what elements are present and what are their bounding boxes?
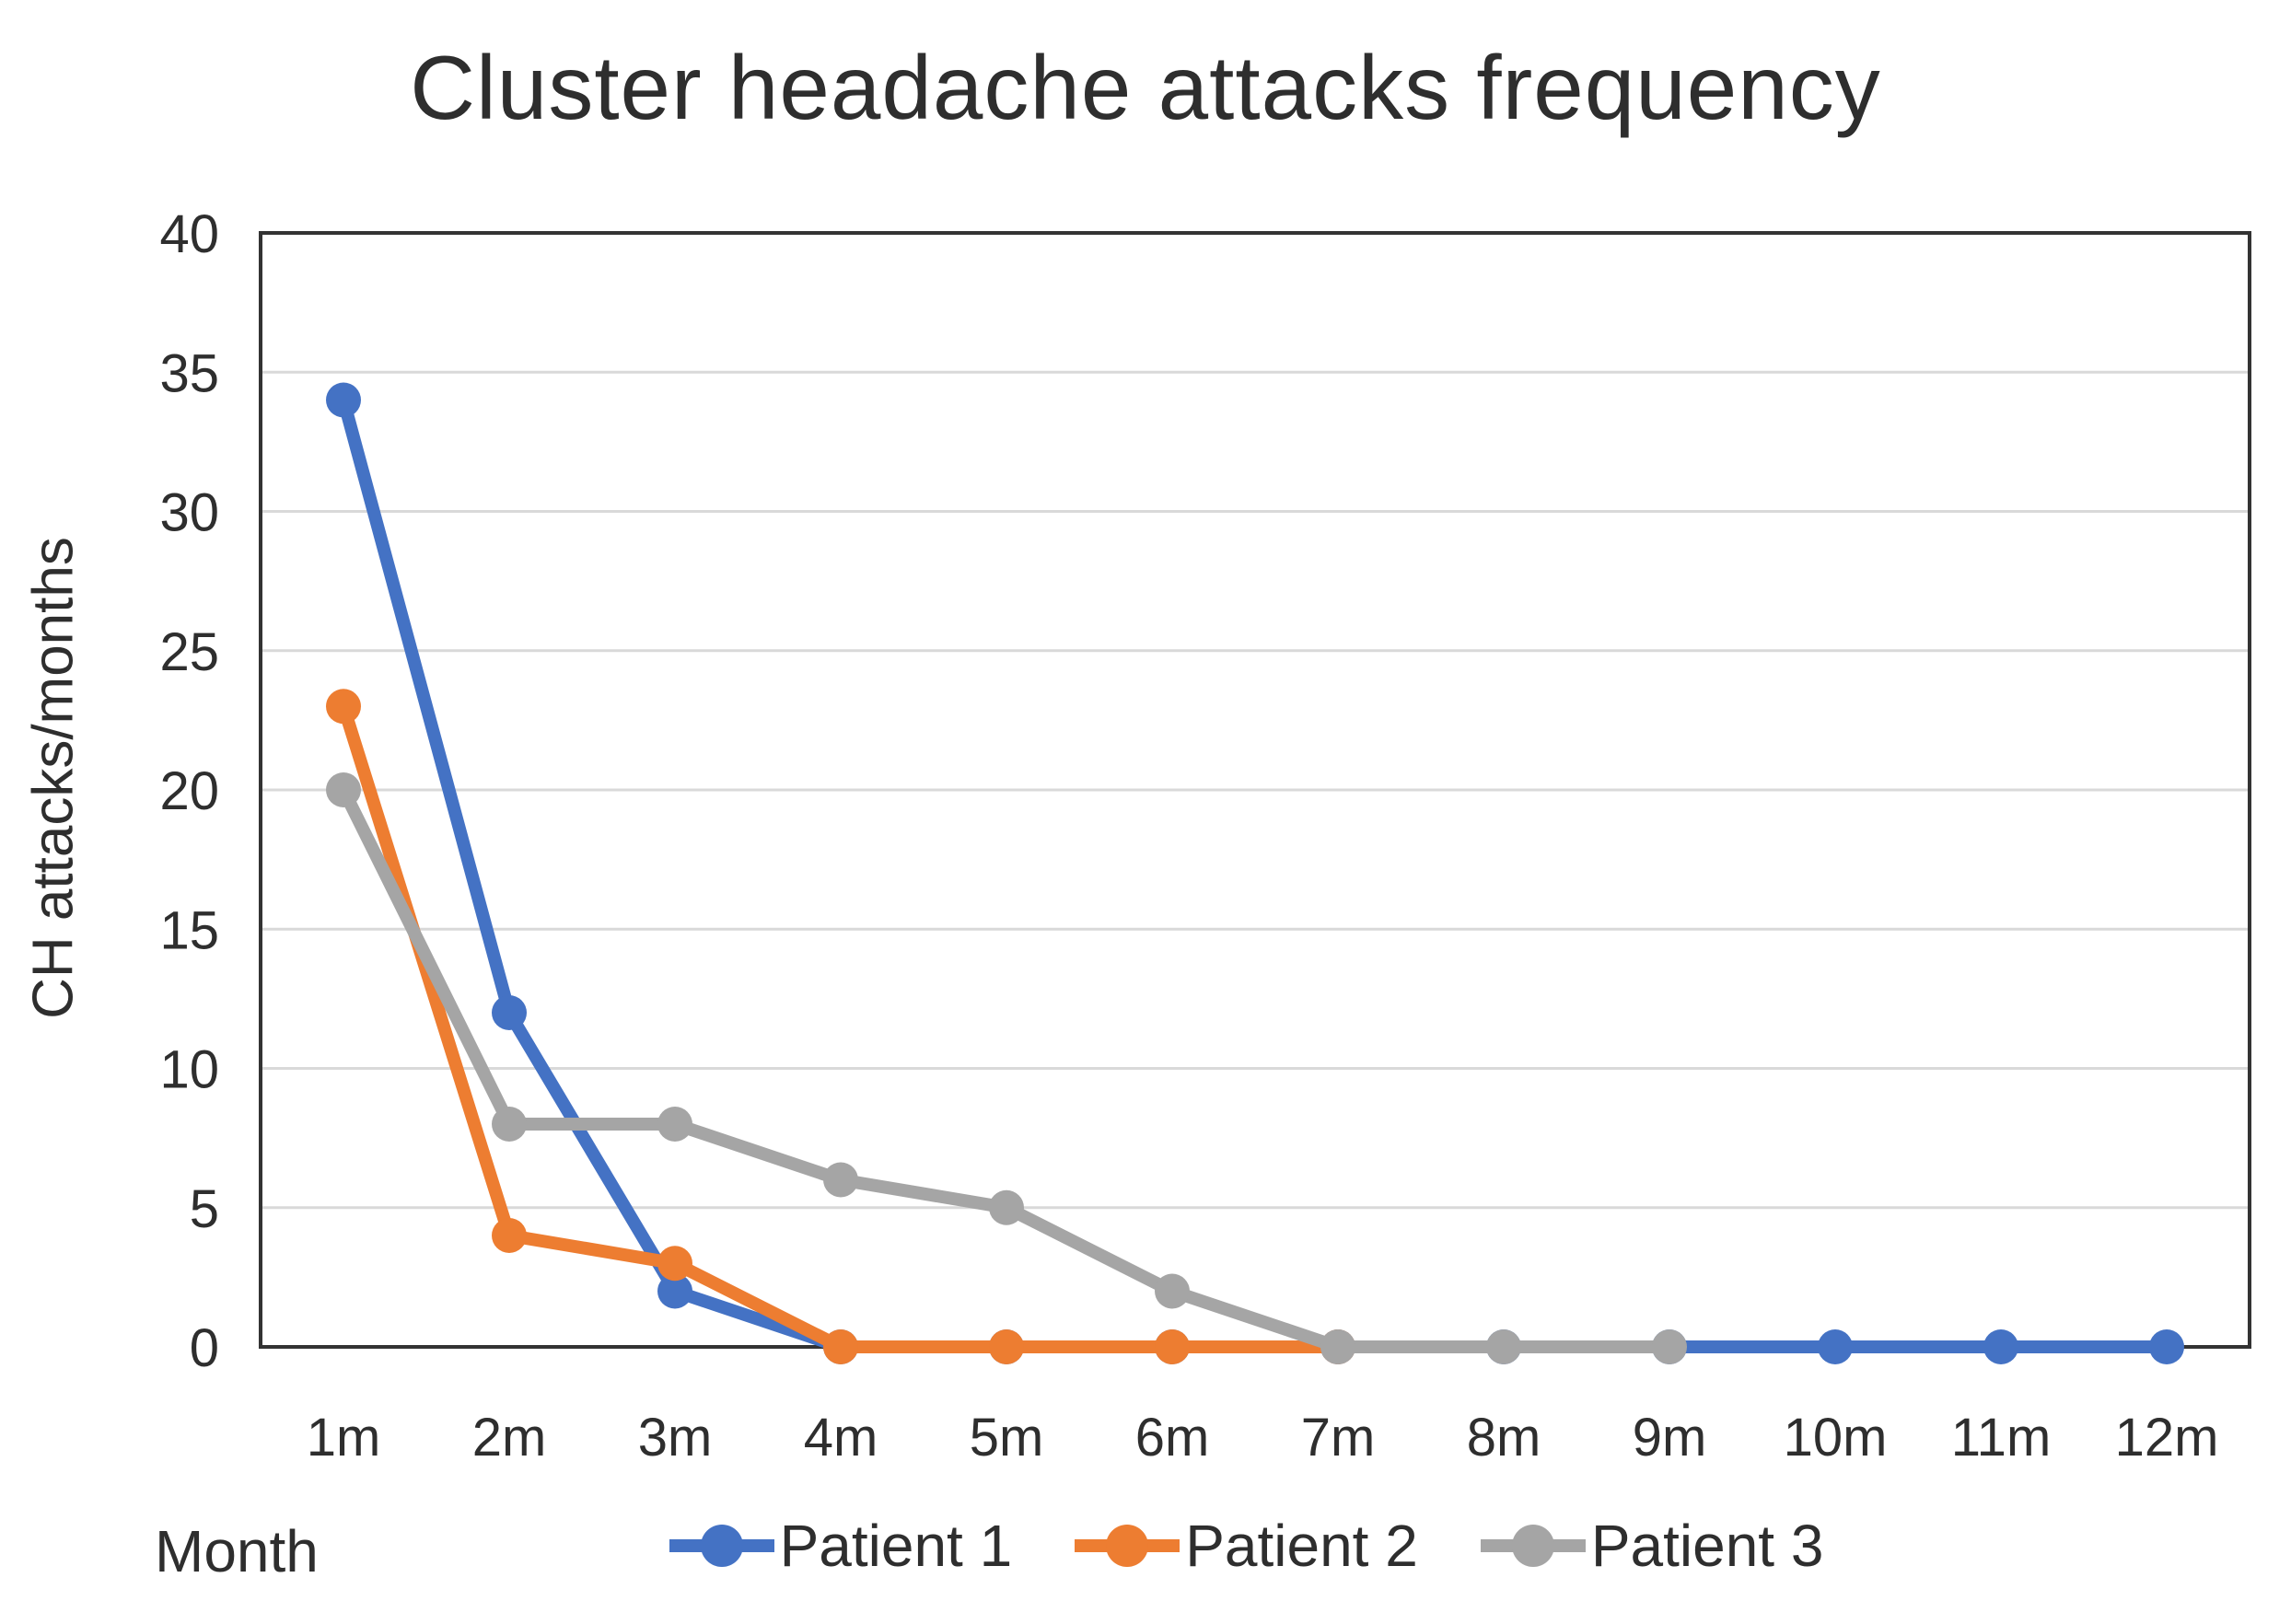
x-tick-label: 8m	[1467, 1408, 1541, 1467]
y-tick-label: 20	[159, 761, 219, 821]
x-tick-label: 6m	[1135, 1408, 1210, 1467]
legend-item-patient-3: Patient 3	[1477, 1512, 1824, 1580]
legend-label: Patient 3	[1590, 1513, 1824, 1579]
data-point-patient-1	[1818, 1329, 1853, 1364]
x-tick-label: 9m	[1633, 1408, 1707, 1467]
data-point-patient-3	[823, 1162, 858, 1198]
data-point-patient-3	[1155, 1273, 1190, 1309]
legend-label: Patient 2	[1185, 1513, 1418, 1579]
data-point-patient-1	[326, 382, 361, 418]
x-tick-label: 12m	[2115, 1408, 2219, 1467]
x-tick-label: 3m	[638, 1408, 713, 1467]
x-axis-title: Month	[155, 1518, 319, 1584]
legend-item-patient-1: Patient 1	[666, 1512, 1013, 1580]
legend-marker-icon	[1480, 1525, 1586, 1567]
data-point-patient-1	[2149, 1329, 2184, 1364]
y-tick-label: 35	[159, 343, 219, 403]
y-tick-label: 30	[159, 483, 219, 543]
data-point-patient-3	[326, 772, 361, 807]
data-point-patient-2	[657, 1246, 692, 1282]
data-point-patient-3	[1320, 1329, 1355, 1364]
legend: Patient 1 Patient 2 Patient 3	[0, 1512, 2291, 1580]
legend-item-patient-2: Patient 2	[1071, 1512, 1418, 1580]
series-line-patient-2	[337, 700, 1344, 1353]
data-point-patient-2	[823, 1329, 858, 1364]
data-point-patient-1	[657, 1273, 692, 1309]
x-tick-label: 5m	[970, 1408, 1044, 1467]
x-tick-label: 2m	[472, 1408, 547, 1467]
y-tick-label: 25	[159, 622, 219, 682]
x-tick-label: 10m	[1784, 1408, 1888, 1467]
data-point-patient-1	[1983, 1329, 2018, 1364]
legend-marker-icon	[1075, 1525, 1180, 1567]
data-point-patient-3	[989, 1189, 1024, 1225]
y-tick-label: 15	[159, 900, 219, 960]
y-tick-label: 0	[190, 1318, 219, 1378]
y-tick-label: 10	[159, 1040, 219, 1100]
data-point-patient-2	[492, 1218, 527, 1253]
y-tick-label: 40	[159, 204, 219, 264]
data-point-patient-3	[492, 1107, 527, 1142]
x-tick-label: 11m	[1951, 1408, 2052, 1467]
data-point-patient-2	[989, 1329, 1024, 1364]
y-tick-label: 5	[190, 1179, 219, 1239]
x-tick-label: 4m	[804, 1408, 878, 1467]
legend-label: Patient 1	[779, 1513, 1013, 1579]
chart-title: Cluster headache attacks frequency	[410, 37, 1881, 138]
legend-marker-icon	[669, 1525, 774, 1567]
data-point-patient-2	[326, 689, 361, 725]
data-point-patient-3	[657, 1107, 692, 1142]
x-tick-label: 7m	[1301, 1408, 1376, 1467]
data-point-patient-1	[492, 995, 527, 1030]
data-point-patient-2	[1155, 1329, 1190, 1364]
data-point-patient-3	[1486, 1329, 1521, 1364]
x-tick-label: 1m	[307, 1408, 381, 1467]
series-line-patient-1	[337, 393, 2173, 1353]
data-point-patient-3	[1652, 1329, 1687, 1364]
